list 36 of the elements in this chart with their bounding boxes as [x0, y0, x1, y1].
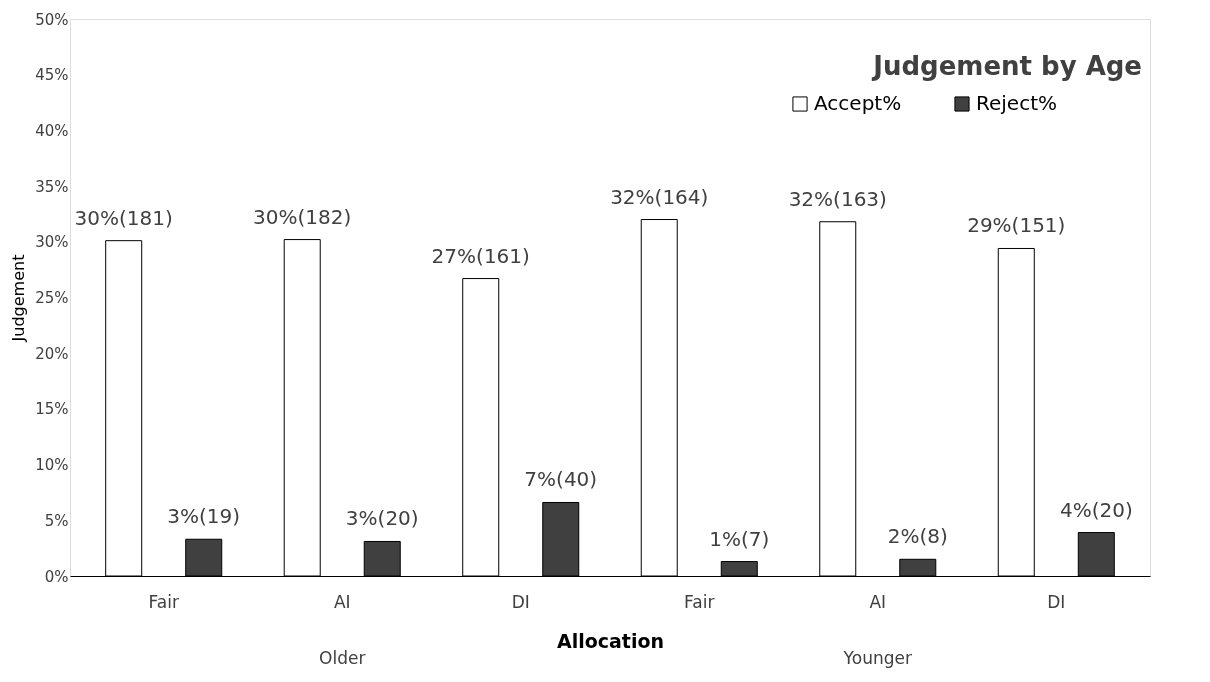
x-tick-label: DI [511, 591, 530, 612]
y-tick-label: 0% [44, 567, 69, 586]
x-tick-label: Fair [684, 591, 715, 612]
x-tick-label: AI [869, 591, 887, 612]
y-tick-label: 50% [35, 10, 69, 29]
data-label: 2%(8) [887, 524, 948, 549]
y-tick-label: 30% [35, 233, 69, 252]
text: Judgement by Age [871, 51, 1142, 81]
data-label: 32%(163) [788, 186, 887, 211]
legend-label: Reject% [976, 91, 1058, 115]
y-tick-label: 5% [44, 511, 69, 530]
data-label: 32%(164) [610, 184, 709, 209]
y-tick-label: 15% [35, 400, 69, 419]
y-tick-label: 35% [35, 177, 69, 196]
x-axis-title: Allocation [556, 629, 665, 652]
data-label: 30%(182) [253, 204, 352, 229]
text: Younger [842, 648, 912, 668]
y-tick-label: 10% [35, 456, 69, 475]
data-label: 27%(161) [431, 243, 530, 268]
data-label: 3%(19) [167, 504, 241, 529]
y-tick-label: 25% [35, 289, 69, 307]
data-label: 3%(20) [345, 506, 419, 531]
data-label: 7%(40) [524, 467, 598, 492]
text: Older [319, 648, 366, 668]
y-axis-title: Judgement [9, 254, 29, 343]
data-label: 29%(151) [967, 213, 1066, 238]
y-tick-label: 20% [35, 344, 69, 363]
y-tick-label: 40% [35, 121, 69, 140]
data-label: 4%(20) [1059, 497, 1133, 522]
x-tick-label: DI [1047, 591, 1066, 612]
y-tick-label: 45% [35, 66, 69, 85]
x-tick-label: Fair [148, 591, 179, 612]
x-tick-label: AI [333, 591, 351, 612]
data-label: 30%(181) [74, 205, 173, 230]
legend-label: Accept% [814, 91, 902, 115]
data-label: 1%(7) [709, 526, 770, 551]
